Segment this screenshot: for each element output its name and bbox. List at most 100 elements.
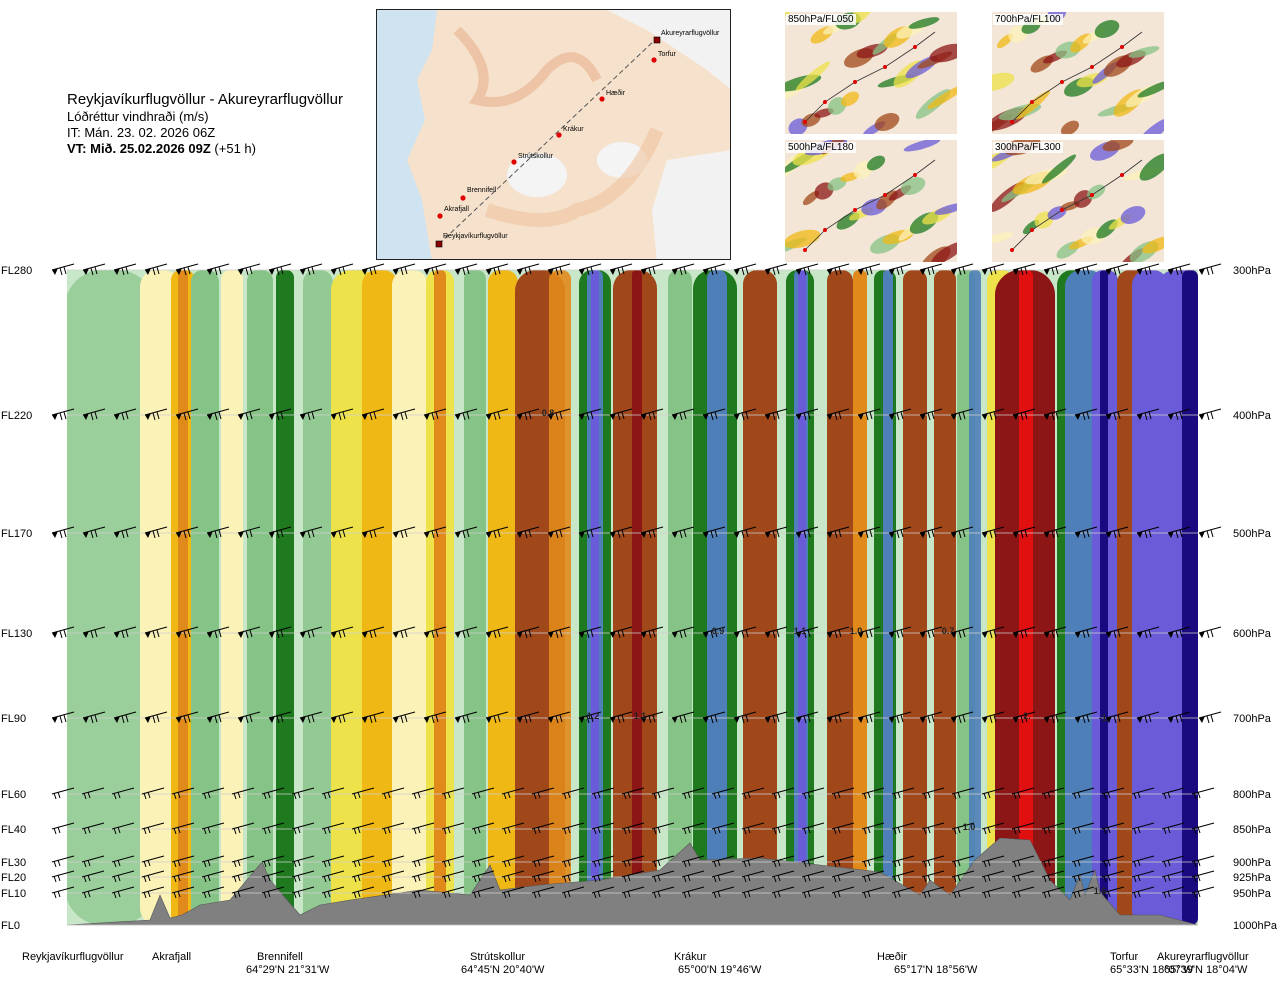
flight-level-label: FL170: [1, 528, 32, 540]
wind-barb: [237, 711, 261, 724]
wind-barb: [471, 870, 495, 883]
wind-barb: [531, 787, 555, 800]
wind-barb: [741, 886, 765, 899]
wind-barb: [681, 822, 705, 835]
wind-barb: [81, 787, 105, 800]
field-band: [1100, 270, 1108, 925]
wind-barb: [330, 263, 354, 276]
wind-barb: [981, 855, 1005, 868]
wind-barb: [640, 526, 664, 539]
wind-barb: [82, 263, 106, 276]
wind-barb: [351, 886, 375, 899]
wind-barb: [950, 626, 974, 639]
wind-barb: [1043, 526, 1067, 539]
station-label: Strútskollur: [470, 951, 525, 963]
airport-marker: [435, 240, 443, 248]
mini-map-label: 300hPa/FL300: [993, 142, 1063, 153]
wind-barb: [441, 886, 465, 899]
route-point-label: Reykjavíkurflugvöllur: [443, 233, 508, 240]
wind-barb: [1191, 822, 1215, 835]
flight-level-label: FL40: [1, 824, 26, 836]
wind-barb: [861, 822, 885, 835]
flight-level-label: FL30: [1, 857, 26, 869]
waypoint-marker: [556, 132, 562, 138]
contour-labels: 0.8 1.2 1.1 0.9 1.1 1.0 0.7 2. 1.0 -1. 1.6: [542, 408, 1110, 896]
wind-barb: [141, 870, 165, 883]
mini-map-label: 700hPa/FL100: [993, 14, 1063, 25]
wind-barb: [1043, 626, 1067, 639]
wind-barb: [981, 711, 1005, 724]
wind-barb: [516, 626, 540, 639]
wind-barb: [1167, 408, 1191, 421]
wind-barb: [113, 263, 137, 276]
wind-barb: [113, 526, 137, 539]
field-band: [827, 270, 853, 925]
wind-barb: [826, 408, 850, 421]
wind-barb: [268, 711, 292, 724]
field-band: [903, 270, 927, 925]
wind-barb: [951, 870, 975, 883]
wind-barb: [471, 886, 495, 899]
wind-barb: [516, 711, 540, 724]
wind-barb: [1136, 526, 1160, 539]
wind-barb: [741, 787, 765, 800]
wind-barb: [361, 711, 385, 724]
wind-barb: [547, 626, 571, 639]
route-point-label: Brennifell: [467, 187, 497, 194]
wind-barb: [1105, 408, 1129, 421]
wind-barb: [51, 626, 75, 639]
wind-barb: [609, 263, 633, 276]
wind-barb: [516, 263, 540, 276]
wind-barb: [1101, 787, 1125, 800]
wind-barb: [891, 822, 915, 835]
wind-barb: [795, 626, 819, 639]
wind-barb: [141, 822, 165, 835]
wind-barb: [392, 263, 416, 276]
wind-barb: [516, 526, 540, 539]
pressure-label: 700hPa: [1233, 713, 1272, 725]
wind-barb: [485, 263, 509, 276]
wind-barb: [733, 711, 757, 724]
contour-label: 1.6: [1094, 886, 1107, 896]
airport-marker: [653, 36, 661, 44]
wind-barb: [144, 711, 168, 724]
wind-barb: [857, 408, 881, 421]
wind-barb: [423, 263, 447, 276]
terrain-area: [66, 837, 1199, 926]
wind-barb: [733, 526, 757, 539]
field-band: [743, 270, 777, 925]
wind-barb: [981, 787, 1005, 800]
field-band: [247, 270, 273, 925]
station-label: Brennifell: [257, 951, 303, 963]
wind-barb: [351, 855, 375, 868]
wind-barb: [299, 408, 323, 421]
wind-barb: [392, 626, 416, 639]
wind-barb: [951, 822, 975, 835]
wind-barb: [1012, 711, 1036, 724]
wind-barb: [237, 263, 261, 276]
wind-barb: [1198, 626, 1222, 639]
wind-barb: [144, 408, 168, 421]
wind-barb: [261, 787, 285, 800]
waypoint-marker: [651, 57, 657, 63]
waypoint-marker: [599, 96, 605, 102]
wind-barb: [392, 526, 416, 539]
wind-barb: [1074, 408, 1098, 421]
wind-barb: [888, 526, 912, 539]
pressure-label: 900hPa: [1233, 857, 1272, 869]
wind-barb: [81, 822, 105, 835]
pressure-axis: 300hPa 400hPa 500hPa 600hPa 700hPa 800hPa 850h…: [1233, 265, 1278, 932]
contour-label: -1.: [1099, 713, 1110, 723]
wind-barb: [261, 870, 285, 883]
wind-barb: [1043, 408, 1067, 421]
wind-barb: [111, 787, 135, 800]
wind-barb: [144, 626, 168, 639]
field-band: [191, 270, 219, 925]
route-points: Reykjavíkurflugvöllur Akrafjall Brennifell…: [435, 30, 720, 248]
route-point-label: Akrafjall: [444, 206, 469, 213]
wind-barb: [561, 855, 585, 868]
wind-barb: [640, 711, 664, 724]
wind-barb: [392, 711, 416, 724]
wind-barb: [268, 263, 292, 276]
